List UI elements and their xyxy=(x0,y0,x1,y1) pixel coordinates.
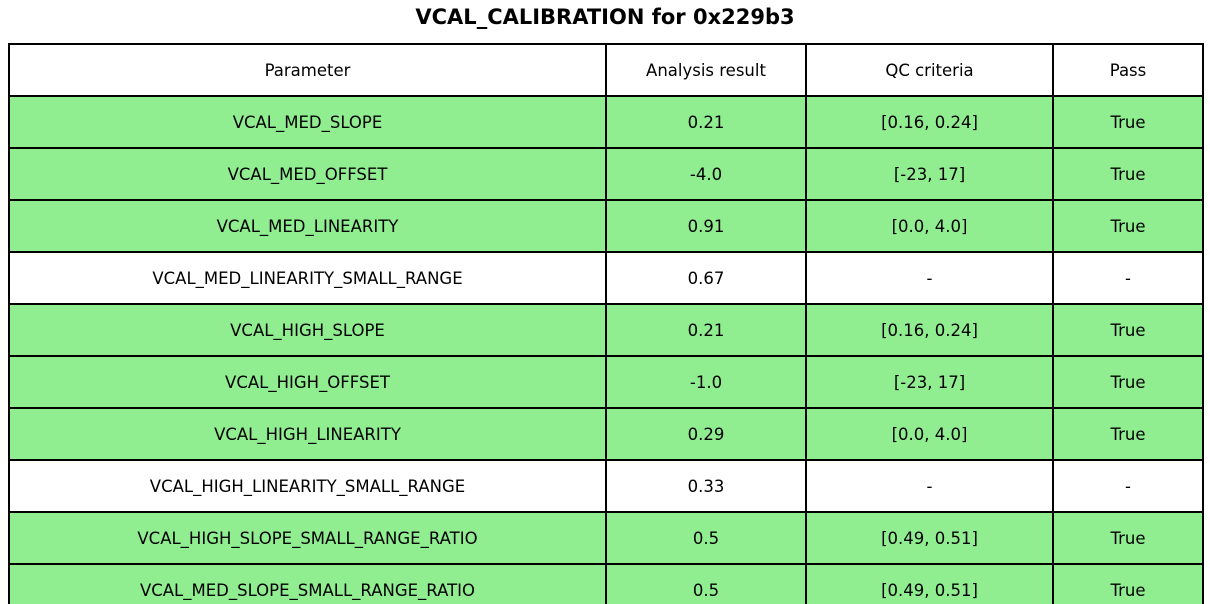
cell-qc-criteria: [-23, 17] xyxy=(805,355,1054,409)
table-row: VCAL_MED_SLOPE 0.21 [0.16, 0.24] True xyxy=(8,95,1204,149)
cell-analysis-result: -1.0 xyxy=(605,355,807,409)
table-row: VCAL_MED_SLOPE_SMALL_RANGE_RATIO 0.5 [0.49… xyxy=(8,563,1204,604)
cell-parameter: VCAL_MED_SLOPE xyxy=(8,95,607,149)
cell-analysis-result: 0.21 xyxy=(605,303,807,357)
cell-qc-criteria: [0.0, 4.0] xyxy=(805,407,1054,461)
cell-qc-criteria: [0.0, 4.0] xyxy=(805,199,1054,253)
col-header-parameter: Parameter xyxy=(8,43,607,97)
cell-parameter: VCAL_MED_SLOPE_SMALL_RANGE_RATIO xyxy=(8,563,607,604)
cell-pass: True xyxy=(1052,199,1204,253)
cell-pass: True xyxy=(1052,303,1204,357)
cell-parameter: VCAL_MED_OFFSET xyxy=(8,147,607,201)
cell-qc-criteria: [-23, 17] xyxy=(805,147,1054,201)
cell-analysis-result: 0.67 xyxy=(605,251,807,305)
table-row: VCAL_HIGH_OFFSET -1.0 [-23, 17] True xyxy=(8,355,1204,409)
cell-pass: True xyxy=(1052,355,1204,409)
cell-parameter: VCAL_HIGH_SLOPE xyxy=(8,303,607,357)
cell-pass: True xyxy=(1052,147,1204,201)
cell-pass: - xyxy=(1052,459,1204,513)
table-row: VCAL_MED_LINEARITY 0.91 [0.0, 4.0] True xyxy=(8,199,1204,253)
cell-analysis-result: 0.91 xyxy=(605,199,807,253)
cell-qc-criteria: - xyxy=(805,459,1054,513)
cell-analysis-result: 0.21 xyxy=(605,95,807,149)
table-row: VCAL_HIGH_SLOPE_SMALL_RANGE_RATIO 0.5 [0.4… xyxy=(8,511,1204,565)
cell-pass: True xyxy=(1052,511,1204,565)
cell-qc-criteria: [0.16, 0.24] xyxy=(805,303,1054,357)
table-row: VCAL_HIGH_SLOPE 0.21 [0.16, 0.24] True xyxy=(8,303,1204,357)
table-row: VCAL_MED_OFFSET -4.0 [-23, 17] True xyxy=(8,147,1204,201)
header-row: Parameter Analysis result QC criteria Pa… xyxy=(8,43,1204,97)
col-header-pass: Pass xyxy=(1052,43,1204,97)
table-row: VCAL_HIGH_LINEARITY_SMALL_RANGE 0.33- - xyxy=(8,459,1204,513)
cell-qc-criteria: [0.16, 0.24] xyxy=(805,95,1054,149)
cell-pass: True xyxy=(1052,407,1204,461)
cell-qc-criteria: [0.49, 0.51] xyxy=(805,563,1054,604)
figure-title: VCAL_CALIBRATION for 0x229b3 xyxy=(415,5,795,29)
cell-pass: True xyxy=(1052,563,1204,604)
cell-analysis-result: 0.29 xyxy=(605,407,807,461)
cell-analysis-result: 0.5 xyxy=(605,511,807,565)
col-header-qc-criteria: QC criteria xyxy=(805,43,1054,97)
cell-parameter: VCAL_MED_LINEARITY_SMALL_RANGE xyxy=(8,251,607,305)
col-header-analysis-result: Analysis result xyxy=(605,43,807,97)
cell-analysis-result: -4.0 xyxy=(605,147,807,201)
cell-qc-criteria: [0.49, 0.51] xyxy=(805,511,1054,565)
cell-analysis-result: 0.5 xyxy=(605,563,807,604)
cell-qc-criteria: - xyxy=(805,251,1054,305)
cell-parameter: VCAL_HIGH_SLOPE_SMALL_RANGE_RATIO xyxy=(8,511,607,565)
cell-pass: - xyxy=(1052,251,1204,305)
table-header: Parameter Analysis result QC criteria Pa… xyxy=(8,43,1204,97)
qc-results-table: Parameter Analysis result QC criteria Pa… xyxy=(8,43,1204,604)
table-body: VCAL_MED_SLOPE 0.21 [0.16, 0.24] True VCAL_M… xyxy=(8,95,1204,604)
cell-parameter: VCAL_MED_LINEARITY xyxy=(8,199,607,253)
cell-analysis-result: 0.33 xyxy=(605,459,807,513)
table-row: VCAL_HIGH_LINEARITY 0.29 [0.0, 4.0] True xyxy=(8,407,1204,461)
table-row: VCAL_MED_LINEARITY_SMALL_RANGE 0.67- - xyxy=(8,251,1204,305)
cell-parameter: VCAL_HIGH_OFFSET xyxy=(8,355,607,409)
cell-parameter: VCAL_HIGH_LINEARITY xyxy=(8,407,607,461)
cell-parameter: VCAL_HIGH_LINEARITY_SMALL_RANGE xyxy=(8,459,607,513)
cell-pass: True xyxy=(1052,95,1204,149)
